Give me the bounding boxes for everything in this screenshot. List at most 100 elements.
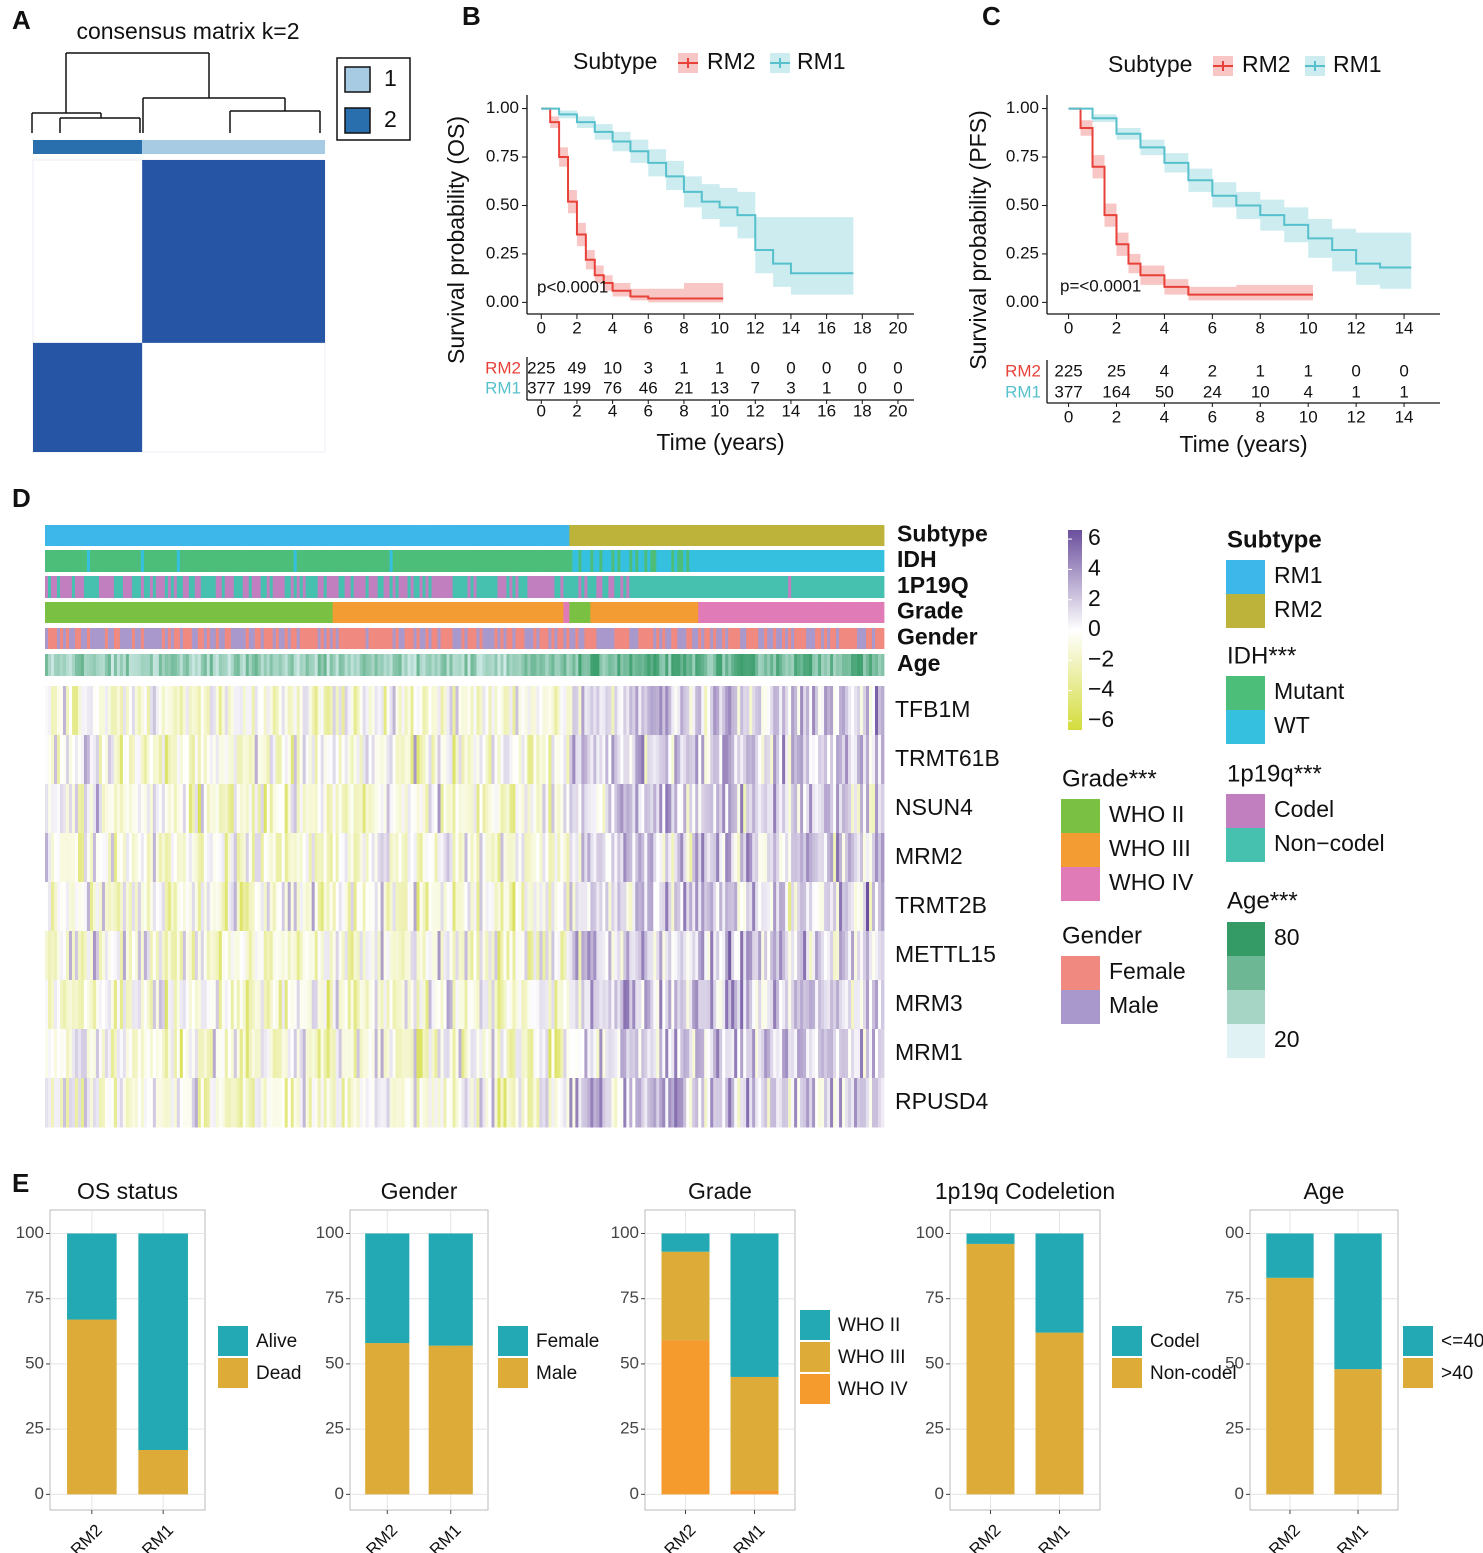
annotation-cell (281, 576, 286, 598)
annotation-cell (422, 576, 426, 598)
heatmap-cell (872, 1078, 876, 1128)
heatmap-cell (269, 833, 274, 883)
annotation-cell (632, 525, 636, 546)
heatmap-cell (878, 735, 882, 785)
legend-label: 80 (1274, 924, 1300, 950)
y-tick-label: 25 (1225, 1419, 1244, 1438)
annotation-cell (350, 628, 355, 649)
heatmap-cell (461, 686, 465, 736)
heatmap-cell (332, 686, 337, 736)
heatmap-cell (110, 1078, 115, 1128)
heatmap-cell (494, 1029, 498, 1079)
annotation-cell (530, 525, 534, 546)
heatmap-cell (101, 686, 106, 736)
heatmap-cell (521, 980, 525, 1030)
annotation-cell (623, 550, 627, 572)
annotation-cell (143, 602, 148, 623)
heatmap-cell (815, 735, 819, 785)
heatmap-cell (371, 784, 376, 834)
annotation-cell (641, 525, 645, 546)
annotation-cell (545, 576, 549, 598)
heatmap-cell (509, 931, 513, 981)
annotation-cell (272, 654, 277, 676)
heatmap-cell (791, 1029, 795, 1079)
heatmap-cell (143, 833, 148, 883)
annotation-cell (788, 654, 792, 676)
heatmap-cell (164, 686, 169, 736)
annotation-cell (620, 628, 624, 649)
heatmap-cell (392, 1078, 396, 1128)
annotation-cell (110, 602, 115, 623)
heatmap-cell (209, 686, 214, 736)
annotation-cell (656, 576, 660, 598)
heatmap-cell (356, 980, 361, 1030)
legend-label: WHO II (1109, 801, 1184, 827)
heatmap-cell (386, 735, 390, 785)
heatmap-cell (653, 1029, 657, 1079)
annotation-cell (71, 576, 76, 598)
heatmap-cell (488, 735, 492, 785)
heatmap-cell (722, 686, 726, 736)
heatmap-cell (245, 931, 250, 981)
annotation-cell (866, 576, 870, 598)
heatmap-cell (455, 1078, 459, 1128)
annotation-cell (260, 628, 265, 649)
annotation-cell (752, 525, 756, 546)
annotation-cell (287, 576, 292, 598)
bar-segment (1334, 1369, 1382, 1495)
heatmap-cell (80, 1029, 85, 1079)
heatmap-cell (632, 784, 636, 834)
heatmap-cell (788, 1029, 792, 1079)
heatmap-cell (176, 980, 181, 1030)
annotation-cell (620, 550, 624, 572)
annotation-cell (284, 576, 289, 598)
heatmap-cell (86, 784, 91, 834)
annotation-cell (77, 654, 82, 676)
annotation-cell (416, 602, 420, 623)
heatmap-cell (662, 980, 666, 1030)
annotation-cell (695, 654, 699, 676)
heatmap-cell (335, 931, 340, 981)
heatmap-cell (599, 1029, 603, 1079)
annotation-cell (287, 628, 292, 649)
annotation-cell (512, 602, 516, 623)
risk-row-label: RM1 (485, 378, 521, 397)
annotation-cell (80, 628, 85, 649)
annotation-cell (95, 602, 100, 623)
heatmap-cell (257, 980, 262, 1030)
heatmap-cell (842, 1029, 846, 1079)
heatmap-cell (644, 686, 648, 736)
annotation-cell (770, 628, 774, 649)
heatmap-cell (797, 882, 801, 932)
heatmap-cell (569, 784, 573, 834)
annotation-cell (659, 550, 663, 572)
annotation-cell (116, 525, 121, 546)
heatmap-cell (398, 1029, 402, 1079)
heatmap-cell (305, 931, 310, 981)
annotation-cell (284, 525, 289, 546)
heatmap-cell (542, 686, 546, 736)
heatmap-cell (479, 686, 483, 736)
heatmap-cell (368, 1029, 373, 1079)
heatmap-cell (410, 980, 414, 1030)
heatmap-cell (122, 980, 127, 1030)
annotation-cell (695, 628, 699, 649)
annotation-cell (782, 576, 786, 598)
heatmap-cell (665, 784, 669, 834)
heatmap-cell (596, 1029, 600, 1079)
heatmap-cell (299, 1029, 304, 1079)
annotation-cell (245, 602, 250, 623)
heatmap-cell (173, 931, 178, 981)
heatmap-cell (419, 833, 423, 883)
heatmap-cell (626, 980, 630, 1030)
panel-label: D (12, 483, 31, 513)
heatmap-cell (146, 931, 151, 981)
risk-x-tick-label: 14 (781, 401, 800, 420)
heatmap-cell (350, 686, 355, 736)
heatmap-cell (443, 833, 447, 883)
heatmap-cell (197, 882, 202, 932)
bar-segment (1035, 1233, 1084, 1333)
heatmap-cell (194, 1078, 199, 1128)
heatmap-cell (809, 980, 813, 1030)
annotation-cell (821, 628, 825, 649)
